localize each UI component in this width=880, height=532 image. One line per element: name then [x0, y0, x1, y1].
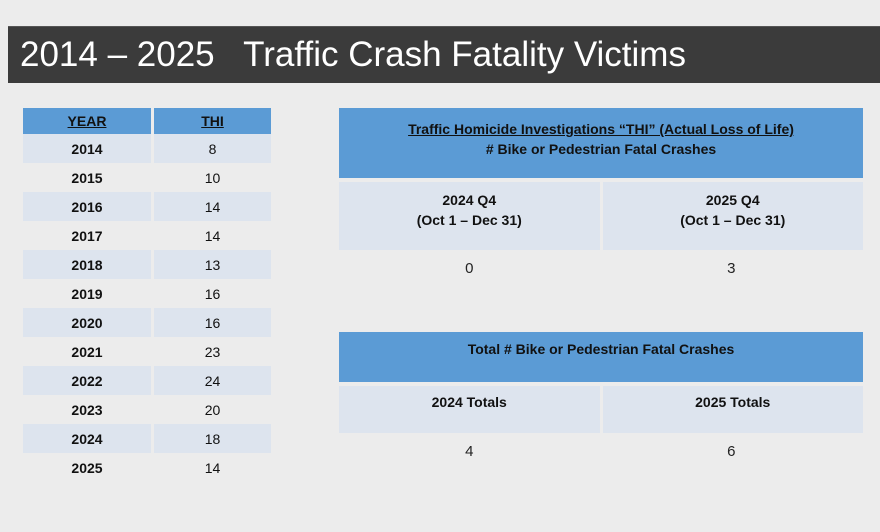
table-row: 2020 16 [23, 308, 271, 337]
year-cell: 2016 [23, 192, 151, 221]
table-row: 2016 14 [23, 192, 271, 221]
fatal-col2-value: 6 [727, 442, 736, 460]
thi-cell: 14 [151, 192, 271, 221]
year-cell: 2025 [71, 459, 103, 476]
thi-column-header: THI [151, 108, 271, 134]
thi-cell: 18 [151, 424, 271, 453]
year-cell: 2020 [23, 308, 151, 337]
thi-col2-range: (Oct 1 – Dec 31) [680, 212, 786, 228]
thi-col1-label: 2024 Q4 [442, 192, 497, 208]
fatal-table-header-text: Total # Bike or Pedestrian Fatal Crashes [467, 341, 735, 357]
fatal-col1-header: 2024 Totals [339, 386, 600, 433]
table-row: 2024 18 [23, 424, 271, 453]
thi-quarter-table: Traffic Homicide Investigations “THI” (A… [339, 108, 863, 286]
fatal-col2-label: 2025 Totals [695, 394, 771, 410]
thi-cell: 10 [151, 163, 271, 192]
thi-cell: 8 [151, 134, 271, 163]
thi-col1-value: 0 [465, 259, 474, 277]
year-cell: 2019 [71, 285, 103, 302]
table-row: 2017 14 [23, 221, 271, 250]
fatal-table-header: Total # Bike or Pedestrian Fatal Crashes [339, 332, 863, 382]
thi-col1-header: 2024 Q4 (Oct 1 – Dec 31) [339, 182, 600, 250]
title-bar: 2014 – 2025 Traffic Crash Fatality Victi… [8, 26, 880, 83]
fatal-col1-label: 2024 Totals [431, 394, 507, 410]
thi-cell: 16 [151, 308, 271, 337]
year-cell: 2023 [71, 401, 103, 418]
table-row: 2021 23 [23, 337, 271, 366]
year-cell: 2018 [23, 250, 151, 279]
thi-col2-label: 2025 Q4 [705, 192, 760, 208]
table-row: 2023 20 [23, 395, 271, 424]
year-cell: 2014 [23, 134, 151, 163]
thi-cell: 20 [151, 395, 271, 424]
year-cell: 2024 [23, 424, 151, 453]
thi-col2-value: 3 [727, 259, 736, 277]
thi-table-header: Traffic Homicide Investigations “THI” (A… [339, 108, 863, 178]
year-thi-table: YEAR THI 2014 8 2015 10 2016 14 2017 14 2018 13 20… [23, 108, 271, 482]
fatal-crash-totals-table: Total # Bike or Pedestrian Fatal Crashes… [339, 332, 863, 469]
year-cell: 2022 [23, 366, 151, 395]
year-column-header: YEAR [23, 108, 151, 134]
thi-cell: 16 [151, 279, 271, 308]
page-title: 2014 – 2025 Traffic Crash Fatality Victi… [20, 35, 686, 74]
year-table-body: 2014 8 2015 10 2016 14 2017 14 2018 13 2019 16 2020 1… [23, 134, 271, 482]
fatal-col1-value: 4 [465, 442, 474, 460]
thi-table-header-line1: Traffic Homicide Investigations “THI” (A… [408, 121, 794, 137]
thi-col1-range: (Oct 1 – Dec 31) [416, 212, 522, 228]
year-cell: 2021 [71, 343, 103, 360]
thi-table-header-line2: # Bike or Pedestrian Fatal Crashes [485, 141, 717, 157]
year-cell: 2017 [71, 227, 103, 244]
year-table-header-row: YEAR THI [23, 108, 271, 134]
thi-cell: 13 [151, 250, 271, 279]
thi-cell: 24 [151, 366, 271, 395]
table-row: 2019 16 [23, 279, 271, 308]
thi-cell: 14 [151, 221, 271, 250]
year-cell: 2015 [71, 169, 103, 186]
thi-col2-header: 2025 Q4 (Oct 1 – Dec 31) [599, 182, 863, 250]
thi-cell: 14 [151, 453, 271, 482]
table-row: 2025 14 [23, 453, 271, 482]
fatal-col2-header: 2025 Totals [599, 386, 863, 433]
table-row: 2014 8 [23, 134, 271, 163]
thi-cell: 23 [151, 337, 271, 366]
table-row: 2018 13 [23, 250, 271, 279]
table-row: 2022 24 [23, 366, 271, 395]
table-row: 2015 10 [23, 163, 271, 192]
